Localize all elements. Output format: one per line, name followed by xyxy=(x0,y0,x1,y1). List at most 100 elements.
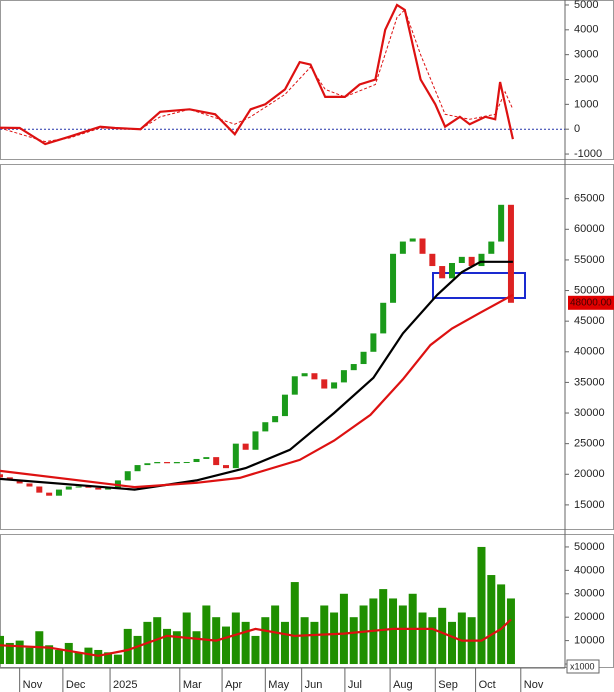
y-tick-label: 20000 xyxy=(574,468,605,480)
candle xyxy=(154,462,161,464)
bar xyxy=(487,575,496,665)
y-tick-label: 55000 xyxy=(574,254,605,266)
highlight-box xyxy=(432,272,526,299)
line-series xyxy=(0,618,512,657)
candle xyxy=(173,462,180,464)
bar xyxy=(428,617,437,665)
bar xyxy=(339,593,348,665)
y-tick-label: 4000 xyxy=(574,24,598,36)
y-tick-label: 2000 xyxy=(574,73,598,85)
bar xyxy=(163,628,172,665)
bar xyxy=(15,640,24,665)
line-series xyxy=(0,260,513,491)
candle xyxy=(360,351,367,365)
y-tick-label: 30000 xyxy=(574,407,605,419)
y-tick-label: -1000 xyxy=(574,148,602,160)
bar xyxy=(94,649,103,665)
y-tick-label: 50000 xyxy=(574,284,605,296)
bar xyxy=(5,642,14,665)
candle xyxy=(75,486,82,488)
y-tick-label: 3000 xyxy=(574,49,598,61)
candle xyxy=(144,463,151,466)
bar xyxy=(241,621,250,665)
y-tick-label: 40000 xyxy=(574,564,605,576)
last-price-box xyxy=(568,295,614,310)
y-tick-label: 5000 xyxy=(574,0,598,11)
candle xyxy=(262,422,269,432)
line-series xyxy=(0,3,514,146)
candle xyxy=(498,204,505,242)
candle xyxy=(36,486,43,493)
x-tick-label: Dec xyxy=(66,679,86,691)
bar xyxy=(290,582,299,665)
candle xyxy=(85,486,92,488)
y-tick-label: 20000 xyxy=(574,611,605,623)
y-tick-label: 40000 xyxy=(574,346,605,358)
candle xyxy=(458,256,465,263)
bar xyxy=(359,605,368,665)
bar xyxy=(418,612,427,665)
bar xyxy=(310,621,319,665)
candle xyxy=(321,379,328,389)
candle xyxy=(419,238,426,254)
y-tick-label: 65000 xyxy=(574,193,605,205)
bar xyxy=(45,645,54,665)
candle xyxy=(26,483,33,487)
y-tick-label: 15000 xyxy=(574,499,605,511)
x-tick-label: Nov xyxy=(23,679,43,691)
x-tick-label: May xyxy=(268,679,289,691)
panel-border xyxy=(0,0,614,160)
candle xyxy=(252,431,259,450)
panel-border xyxy=(0,164,614,530)
bar xyxy=(231,612,240,665)
candle xyxy=(223,465,229,469)
bar xyxy=(202,605,211,665)
bar xyxy=(54,649,63,665)
candle xyxy=(340,370,347,383)
y-tick-label: 50000 xyxy=(574,541,605,553)
bar xyxy=(389,598,398,665)
x-tick-label: Jun xyxy=(305,679,323,691)
candle xyxy=(301,373,308,377)
bar xyxy=(497,584,506,665)
candle xyxy=(124,471,131,481)
candle xyxy=(311,373,318,380)
bar xyxy=(379,589,388,665)
bar xyxy=(123,628,132,665)
bar xyxy=(251,635,260,665)
bar xyxy=(261,617,270,665)
bar xyxy=(448,621,456,665)
candle xyxy=(16,480,23,484)
candle xyxy=(193,458,200,463)
candle xyxy=(468,256,475,267)
bar xyxy=(349,617,358,665)
bar xyxy=(280,621,289,665)
candle xyxy=(232,443,239,469)
bar xyxy=(172,631,181,665)
candle xyxy=(164,462,171,464)
candle xyxy=(507,204,514,303)
candle xyxy=(478,253,485,267)
candle xyxy=(46,492,53,496)
candle xyxy=(449,262,455,279)
x-tick-label: Aug xyxy=(393,679,413,691)
candle xyxy=(488,241,495,254)
candle xyxy=(134,465,141,472)
bar xyxy=(457,612,466,665)
bar xyxy=(25,647,34,665)
y-tick-label: 1000 xyxy=(574,98,598,110)
candle xyxy=(409,238,416,242)
unit-label: x1000 xyxy=(570,661,595,671)
y-tick-label: 35000 xyxy=(574,376,605,388)
x-tick-label: Sep xyxy=(438,679,458,691)
x-tick-label: Jul xyxy=(348,679,362,691)
bar xyxy=(271,605,280,665)
bar xyxy=(330,612,339,665)
bar xyxy=(84,647,93,665)
x-tick-label: Mar xyxy=(183,679,202,691)
bar xyxy=(398,605,407,665)
candle xyxy=(203,457,210,459)
candle xyxy=(281,394,288,417)
